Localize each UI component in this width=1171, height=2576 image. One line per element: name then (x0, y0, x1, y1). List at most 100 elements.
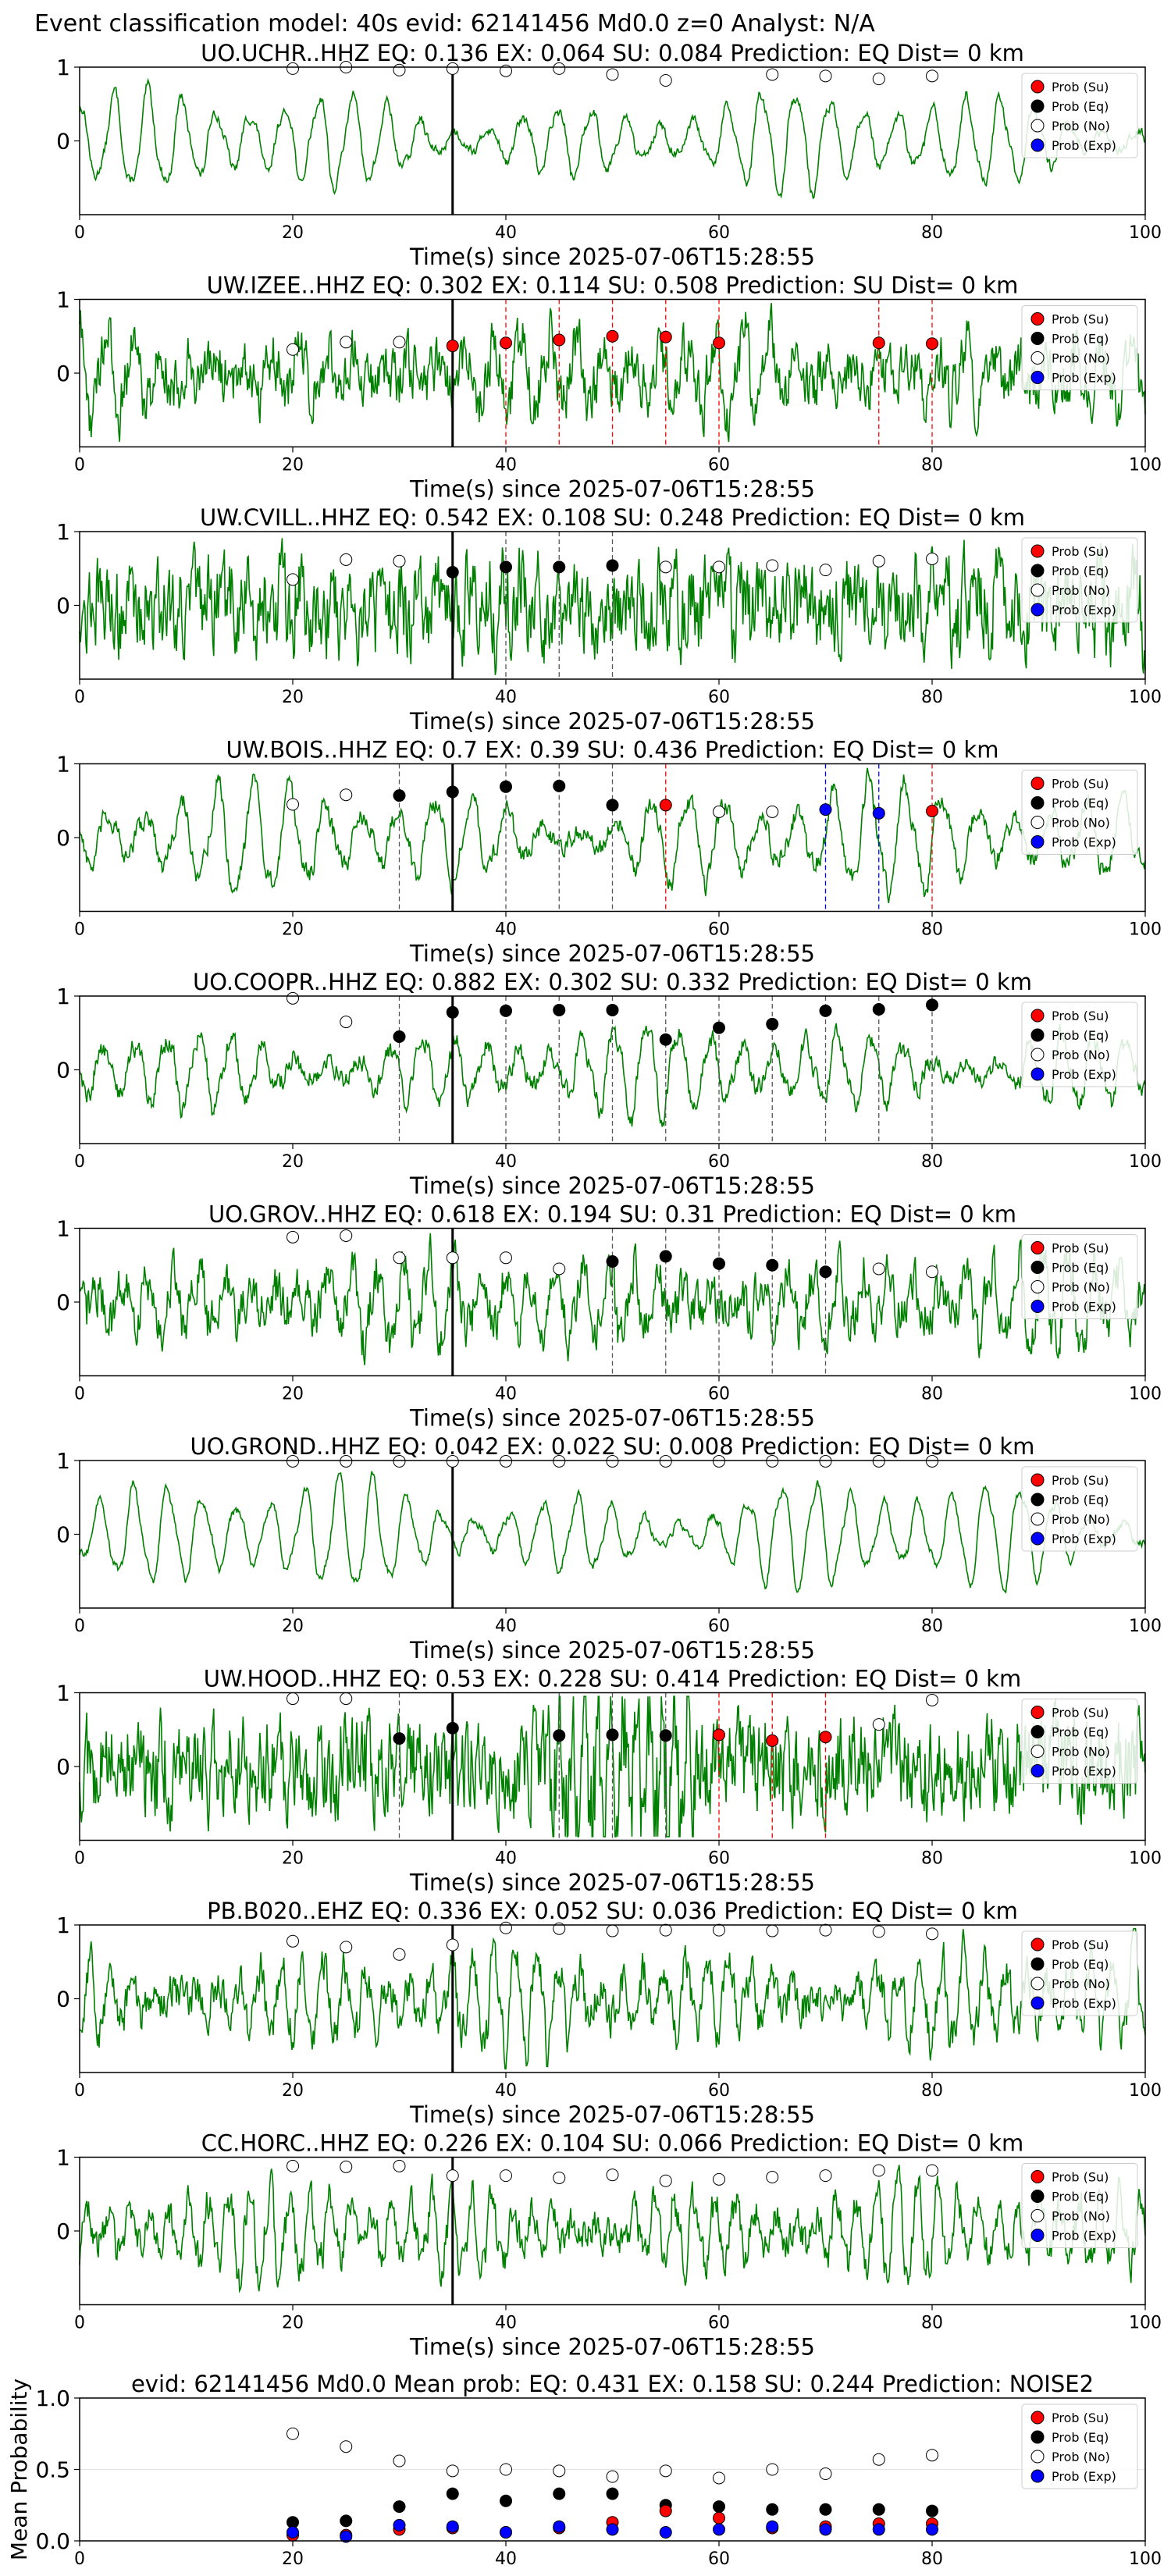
legend-marker-no (1030, 1745, 1045, 1758)
prob-point-exp (872, 806, 885, 820)
prob-point-no (287, 1692, 299, 1706)
x-tick-label: 100 (1129, 223, 1162, 243)
mean-point-no (553, 2464, 566, 2478)
prob-point-no (393, 1454, 406, 1468)
waveform-trace (79, 767, 1146, 904)
panel-title: UO.COOPR..HHZ EQ: 0.882 EX: 0.302 SU: 0.… (193, 969, 1032, 995)
x-tick-label: 60 (708, 1617, 730, 1636)
y-tick-label: 1 (56, 2145, 70, 2171)
prob-point-no (926, 1265, 938, 1279)
y-tick-label: 1.0 (35, 2386, 70, 2411)
mean-point-exp (500, 2526, 512, 2539)
mean-point-exp (287, 2526, 299, 2539)
x-tick-label: 0 (74, 1849, 85, 1869)
legend-label-exp: Prob (Exp) (1052, 1996, 1116, 2011)
legend-label-su: Prob (Su) (1052, 1241, 1109, 1256)
legend-label-exp: Prob (Exp) (1052, 1300, 1116, 1315)
prob-point-eq (393, 789, 406, 802)
prob-point-no (872, 1718, 885, 1731)
x-tick-label: 80 (921, 1385, 943, 1404)
mean-point-no (393, 2454, 406, 2467)
y-tick-label: 0 (56, 825, 70, 851)
legend-label-exp: Prob (Exp) (1052, 2469, 1116, 2484)
legend-label-exp: Prob (Exp) (1052, 603, 1116, 617)
y-tick-label: 1 (56, 1681, 70, 1706)
prob-point-su (766, 1734, 779, 1747)
prob-point-no (926, 1927, 938, 1941)
legend-marker-eq (1030, 1957, 1045, 1971)
x-tick-label: 80 (921, 920, 943, 940)
prob-point-no (287, 2159, 299, 2172)
prob-point-no (606, 1454, 619, 1468)
panel-title: UW.CVILL..HHZ EQ: 0.542 EX: 0.108 SU: 0.… (200, 504, 1025, 531)
x-tick-label: 0 (74, 223, 85, 243)
x-tick-label: 40 (495, 2314, 517, 2333)
prob-point-eq (393, 1030, 406, 1043)
mean-point-no (766, 2463, 779, 2476)
legend-box (1021, 2403, 1138, 2489)
legend-label-su: Prob (Su) (1052, 777, 1109, 792)
x-tick-label: 20 (282, 2314, 304, 2333)
mean-point-exp (606, 2523, 619, 2536)
prob-point-eq (446, 1721, 459, 1735)
prob-point-no (819, 2169, 832, 2183)
y-tick-label: 1 (56, 55, 70, 80)
prob-point-no (500, 1921, 512, 1934)
x-tick-label: 100 (1129, 2549, 1162, 2569)
prob-point-su (819, 1731, 832, 1744)
panel-title: UW.HOOD..HHZ EQ: 0.53 EX: 0.228 SU: 0.41… (204, 1666, 1021, 1692)
legend-marker-su (1030, 80, 1045, 94)
x-tick-label: 20 (282, 1849, 304, 1869)
station-panel: UO.COOPR..HHZ EQ: 0.882 EX: 0.302 SU: 0.… (56, 969, 1162, 1199)
mean-probability-panel: evid: 62141456 Md0.0 Mean prob: EQ: 0.43… (6, 2371, 1162, 2569)
mean-point-su (713, 2511, 725, 2524)
station-panel: UO.GROND..HHZ EQ: 0.042 EX: 0.022 SU: 0.… (56, 1433, 1162, 1663)
prob-point-eq (553, 560, 566, 574)
legend-marker-exp (1030, 2229, 1045, 2242)
prob-point-su (872, 336, 885, 350)
y-tick-label: 0 (56, 1522, 70, 1548)
prob-point-no (926, 552, 938, 565)
prob-point-no (819, 1923, 832, 1937)
prob-point-no (659, 2174, 672, 2187)
x-tick-label: 0 (74, 1152, 85, 1172)
x-tick-label: 80 (921, 2549, 943, 2569)
legend-marker-exp (1030, 1532, 1045, 1546)
y-tick-label: 1 (56, 519, 70, 545)
prob-point-no (606, 68, 619, 81)
prob-point-eq (872, 1003, 885, 1016)
x-axis-label: Time(s) since 2025-07-06T15:28:55 (409, 1405, 815, 1432)
prob-point-no (553, 62, 566, 75)
prob-point-no (553, 1922, 566, 1935)
waveform-trace (79, 538, 1146, 675)
mean-point-no (926, 2449, 938, 2462)
prob-point-no (872, 1262, 885, 1276)
x-axis-label: Time(s) since 2025-07-06T15:28:55 (409, 244, 815, 270)
legend-label-eq: Prob (Eq) (1052, 1261, 1109, 1276)
x-tick-label: 0 (74, 2549, 85, 2569)
x-tick-label: 100 (1129, 1385, 1162, 1404)
legend-marker-exp (1030, 603, 1045, 617)
x-tick-label: 60 (708, 688, 730, 707)
prob-point-no (500, 1454, 512, 1468)
y-axis-label: Mean Probability (6, 2379, 32, 2560)
legend-box (1021, 1234, 1138, 1319)
legend-marker-su (1030, 544, 1045, 558)
prob-point-no (606, 1924, 619, 1937)
legend-marker-eq (1030, 332, 1045, 345)
legend-label-eq: Prob (Eq) (1052, 99, 1109, 114)
x-axis-label: Time(s) since 2025-07-06T15:28:55 (409, 1172, 815, 1199)
legend-label-exp: Prob (Exp) (1052, 138, 1116, 153)
x-tick-label: 0 (74, 2314, 85, 2333)
mean-point-eq (926, 2504, 938, 2517)
legend-box (1021, 1002, 1138, 1087)
prob-point-eq (713, 1257, 725, 1270)
x-tick-label: 60 (708, 2549, 730, 2569)
legend-marker-eq (1030, 1028, 1045, 1042)
station-panel: PB.B020..EHZ EQ: 0.336 EX: 0.052 SU: 0.0… (56, 1898, 1162, 2128)
x-axis-label: Time(s) since 2025-07-06T15:28:55 (409, 1870, 815, 1896)
y-tick-label: 1 (56, 1912, 70, 1938)
prob-point-no (659, 560, 672, 574)
prob-point-no (446, 1454, 459, 1468)
x-tick-label: 20 (282, 223, 304, 243)
